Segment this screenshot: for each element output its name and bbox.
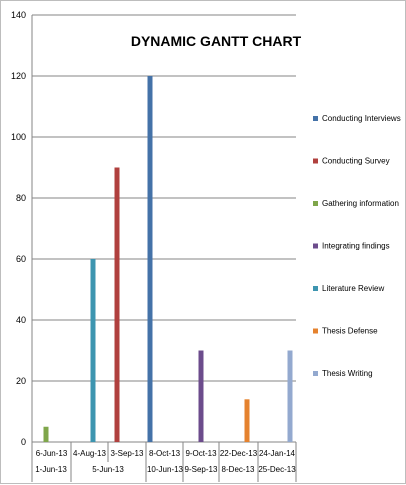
gridlines bbox=[31, 14, 296, 443]
legend-swatch bbox=[313, 371, 318, 376]
y-tick-label: 60 bbox=[16, 254, 26, 264]
y-tick-label: 0 bbox=[21, 437, 26, 447]
x-tick-label: 6-Jun-13 bbox=[36, 449, 68, 458]
legend-swatch bbox=[313, 158, 318, 164]
legend-label: Gathering information bbox=[322, 199, 399, 208]
legend: Conducting Interviews Conducting Survey Ga… bbox=[313, 114, 401, 378]
y-tick-label: 100 bbox=[11, 132, 26, 142]
legend-label: Literature Review bbox=[322, 284, 384, 293]
bar bbox=[114, 167, 120, 442]
x-tick-label: 25-Dec-13 bbox=[258, 465, 296, 474]
y-tick-label: 140 bbox=[11, 10, 26, 20]
x-tick-label: 4-Aug-13 bbox=[73, 449, 106, 458]
y-axis-ticks: 0 20 40 60 80 100 120 140 bbox=[11, 10, 26, 447]
y-tick-label: 20 bbox=[16, 376, 26, 386]
y-tick-label: 80 bbox=[16, 193, 26, 203]
x-tick-label: 3-Sep-13 bbox=[111, 449, 144, 458]
x-tick-label: 1-Jun-13 bbox=[35, 465, 67, 474]
bar bbox=[90, 259, 96, 442]
chart-title: DYNAMIC GANTT CHART bbox=[131, 33, 302, 49]
legend-swatch bbox=[313, 201, 318, 206]
legend-label: Integrating findings bbox=[322, 242, 390, 251]
legend-label: Thesis Writing bbox=[322, 369, 373, 378]
bar bbox=[244, 399, 250, 442]
bar bbox=[198, 350, 204, 442]
x-tick-label: 22-Dec-13 bbox=[220, 449, 258, 458]
y-tick-label: 40 bbox=[16, 315, 26, 325]
legend-label: Conducting Survey bbox=[322, 157, 390, 166]
x-tick-label: 8-Dec-13 bbox=[222, 465, 255, 474]
legend-label: Thesis Defense bbox=[322, 327, 378, 336]
x-tick-label: 24-Jan-14 bbox=[259, 449, 296, 458]
x-tick-label: 8-Oct-13 bbox=[149, 449, 181, 458]
legend-swatch bbox=[313, 243, 318, 249]
legend-swatch bbox=[313, 116, 318, 121]
legend-swatch bbox=[313, 328, 318, 334]
legend-label: Conducting Interviews bbox=[322, 114, 401, 123]
x-tick-label: 9-Oct-13 bbox=[185, 449, 217, 458]
x-axis: 6-Jun-13 4-Aug-13 3-Sep-13 8-Oct-13 9-Oct-13… bbox=[31, 442, 297, 482]
y-tick-label: 120 bbox=[11, 71, 26, 81]
x-tick-label: 5-Jun-13 bbox=[92, 465, 124, 474]
x-tick-label: 10-Jun-13 bbox=[147, 465, 184, 474]
bars bbox=[43, 76, 293, 442]
bar bbox=[43, 426, 49, 442]
x-tick-label: 9-Sep-13 bbox=[185, 465, 218, 474]
bar bbox=[287, 350, 293, 442]
legend-swatch bbox=[313, 286, 318, 291]
bar bbox=[147, 76, 153, 442]
